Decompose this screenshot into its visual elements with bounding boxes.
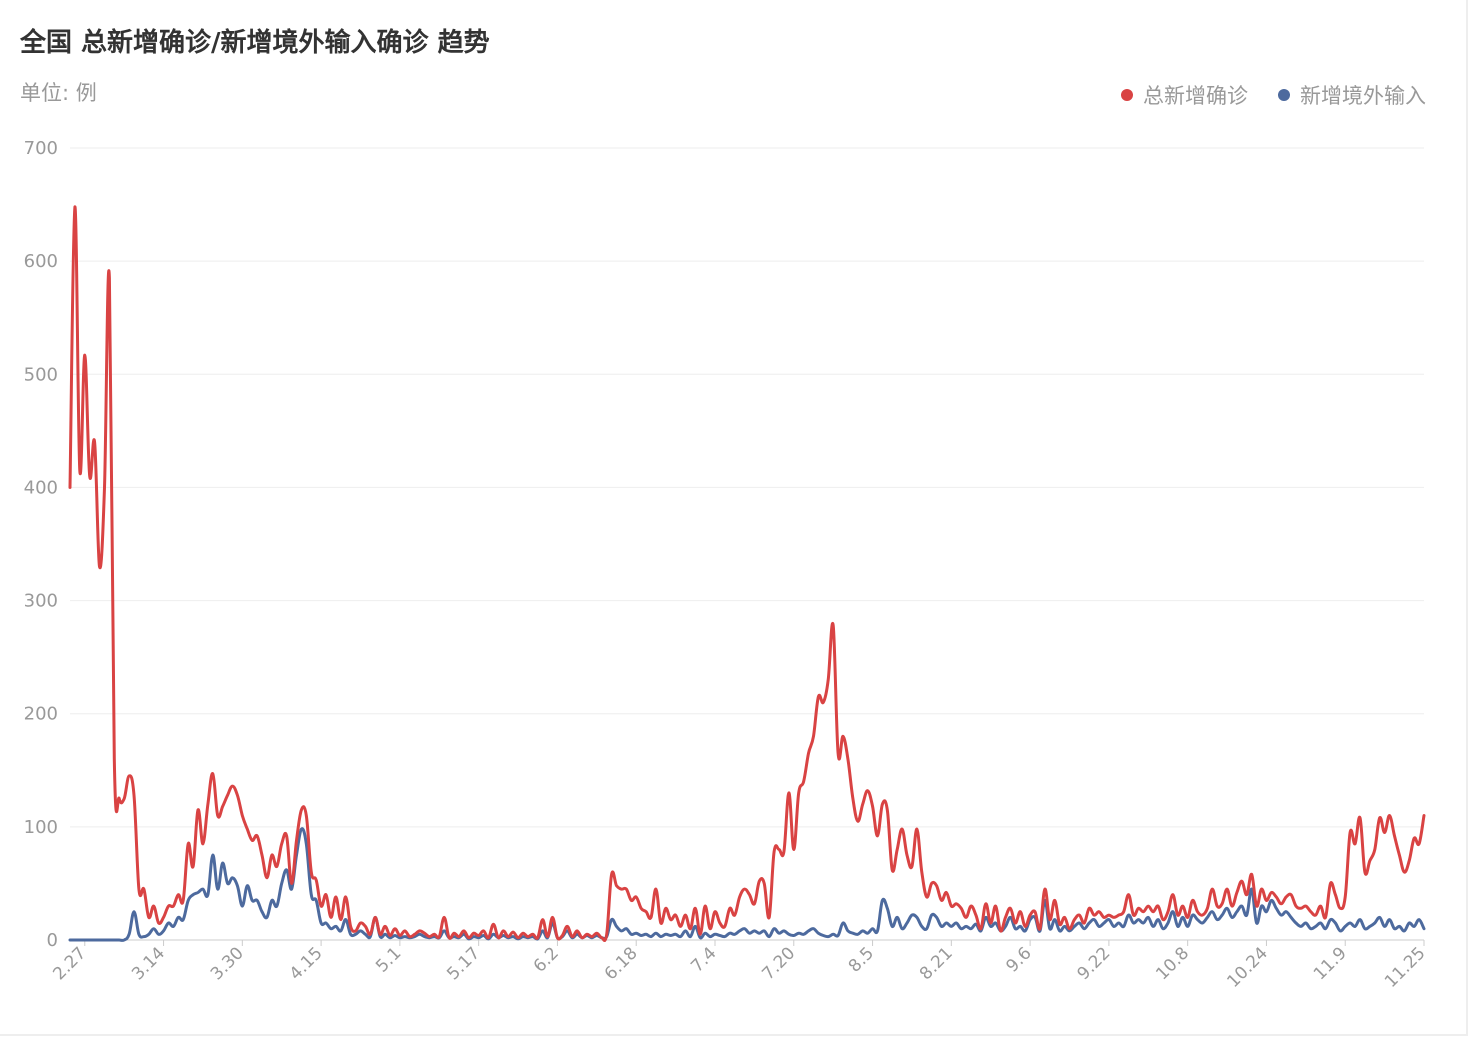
- x-tick-label: 11.25: [1381, 943, 1430, 992]
- x-tick-label: 6.2: [530, 943, 563, 976]
- y-tick-label: 500: [24, 364, 58, 385]
- y-tick-label: 400: [24, 477, 58, 498]
- x-tick-label: 7.4: [687, 943, 720, 976]
- x-tick-label: 3.14: [128, 943, 169, 984]
- x-tick-label: 10.8: [1152, 943, 1193, 984]
- x-tick-label: 5.17: [443, 943, 484, 984]
- legend-dot-total: [1121, 89, 1133, 101]
- x-tick-label: 7.20: [758, 943, 799, 984]
- legend-item-total[interactable]: 总新增确诊: [1121, 80, 1248, 110]
- x-tick-label: 4.15: [286, 943, 327, 984]
- series-line-total: [68, 205, 1426, 942]
- x-tick-label: 9.6: [1002, 943, 1035, 976]
- x-tick-label: 5.1: [372, 943, 405, 976]
- x-tick-label: 8.5: [845, 943, 878, 976]
- legend: 总新增确诊 新增境外输入: [1121, 80, 1426, 110]
- x-tick-label: 9.22: [1074, 943, 1115, 984]
- y-axis-ticks: 0 100 200 300 400 500 600 700: [24, 138, 58, 951]
- x-axis: 2.27 3.14 3.30 4.15 5.1 5.17 6.2 6.18 7.4 7.20 8.5…: [49, 940, 1430, 992]
- y-tick-label: 700: [24, 138, 58, 159]
- legend-label-imported: 新增境外输入: [1300, 84, 1426, 108]
- x-tick-label: 11.9: [1310, 943, 1351, 984]
- unit-label: 单位: 例: [20, 81, 97, 105]
- series-line-imported: [68, 827, 1426, 942]
- y-tick-label: 300: [24, 591, 58, 612]
- x-tick-label: 8.21: [916, 943, 957, 984]
- legend-dot-imported: [1278, 89, 1290, 101]
- chart-title: 全国 总新增确诊/新增境外输入确诊 趋势: [20, 28, 490, 58]
- legend-label-total: 总新增确诊: [1143, 84, 1248, 108]
- x-tick-label: 10.24: [1223, 943, 1272, 992]
- y-tick-label: 0: [47, 930, 58, 951]
- y-tick-label: 600: [24, 251, 58, 272]
- y-tick-label: 200: [24, 704, 58, 725]
- x-tick-label: 3.30: [207, 943, 248, 984]
- legend-item-imported[interactable]: 新增境外输入: [1278, 80, 1426, 110]
- grid-lines: [70, 147, 1424, 941]
- x-tick-label: 6.18: [601, 943, 642, 984]
- series-lines: [68, 205, 1426, 942]
- y-tick-label: 100: [24, 817, 58, 838]
